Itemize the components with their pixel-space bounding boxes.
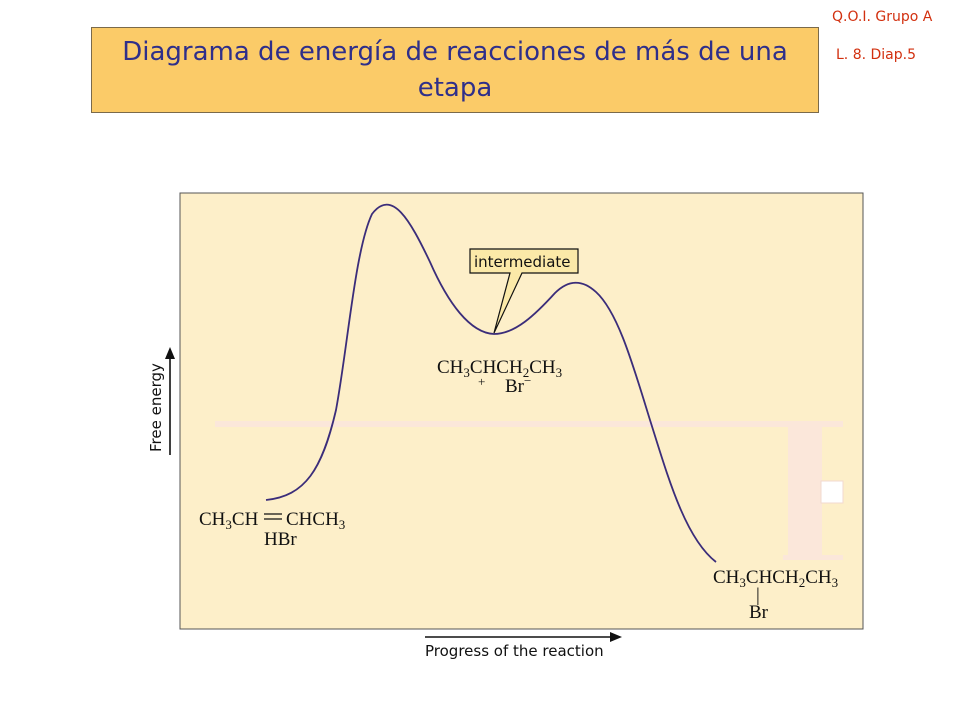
reactant-formula: CH3CH <box>199 509 259 532</box>
x-axis-label: Progress of the reaction <box>425 642 604 660</box>
overlay-square <box>820 480 844 504</box>
bromide-ion: Br− <box>505 373 531 397</box>
slide-number-label: L. 8. Diap.5 <box>836 47 917 63</box>
slide-title: Diagrama de energía de reacciones de más… <box>122 37 788 103</box>
energy-curve <box>265 203 717 563</box>
reactant-formula-right: CHCH3 <box>286 509 345 532</box>
overlay-band-lower <box>783 555 843 560</box>
product-formula: CH3CHCH2CH3 <box>713 567 838 590</box>
overlay-block <box>788 427 822 555</box>
x-axis-arrowhead <box>610 632 622 642</box>
y-axis-label: Free energy <box>147 363 165 452</box>
carbocation-charge: + <box>478 374 485 389</box>
title-box: Diagrama de energía de reacciones de más… <box>91 27 819 113</box>
reactant-hbr: HBr <box>264 529 297 550</box>
intermediate-formula: CH3CHCH2CH3 <box>437 357 562 380</box>
intermediate-callout <box>469 248 579 334</box>
y-axis-arrowhead <box>165 347 175 359</box>
product-bromine: Br <box>749 602 769 623</box>
course-label: Q.O.I. Grupo A <box>832 9 933 25</box>
product-bond: | <box>756 585 760 606</box>
callout-label: intermediate <box>474 253 571 271</box>
overlay-band <box>215 421 843 427</box>
